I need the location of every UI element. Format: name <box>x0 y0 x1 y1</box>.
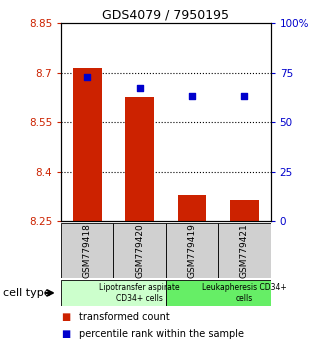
Bar <box>61 223 114 278</box>
Text: transformed count: transformed count <box>79 312 170 322</box>
Bar <box>166 223 218 278</box>
Text: percentile rank within the sample: percentile rank within the sample <box>79 329 244 339</box>
Text: Lipotransfer aspirate
CD34+ cells: Lipotransfer aspirate CD34+ cells <box>99 283 180 303</box>
Bar <box>166 280 271 306</box>
Bar <box>230 200 259 221</box>
Bar <box>73 68 102 221</box>
Text: GSM779419: GSM779419 <box>187 223 197 278</box>
Text: GSM779418: GSM779418 <box>83 223 92 278</box>
Text: GSM779421: GSM779421 <box>240 223 249 278</box>
Text: GSM779420: GSM779420 <box>135 223 144 278</box>
Text: ■: ■ <box>61 312 70 322</box>
Bar <box>114 223 166 278</box>
Point <box>137 86 142 91</box>
Bar <box>218 223 271 278</box>
Text: cell type: cell type <box>3 288 51 298</box>
Bar <box>125 97 154 221</box>
Bar <box>178 195 207 221</box>
Bar <box>61 280 166 306</box>
Point <box>189 93 195 99</box>
Text: Leukapheresis CD34+
cells: Leukapheresis CD34+ cells <box>202 283 287 303</box>
Text: GDS4079 / 7950195: GDS4079 / 7950195 <box>102 9 228 22</box>
Text: ■: ■ <box>61 329 70 339</box>
Point <box>84 74 90 79</box>
Point <box>242 93 247 99</box>
